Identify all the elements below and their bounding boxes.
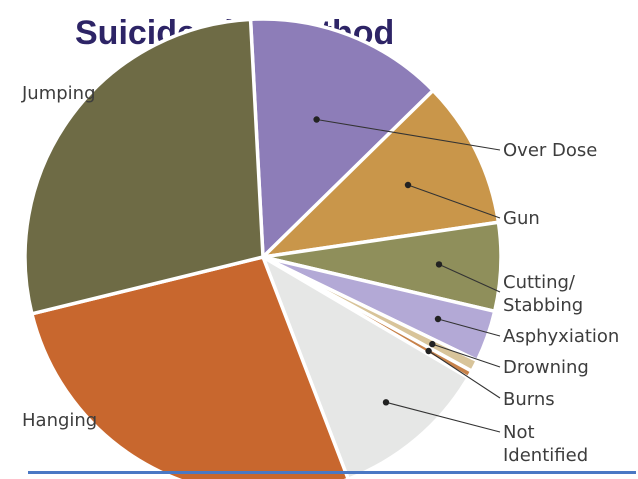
label-asphyxiation: Asphyxiation <box>503 326 619 347</box>
slice-over-dose <box>248 17 435 259</box>
label-hanging: Hanging <box>22 410 97 431</box>
leader-over-dose <box>316 118 501 151</box>
leader-asphyxiation-dot <box>434 315 442 323</box>
leader-drowning-dot <box>429 340 436 348</box>
leader-not-identified-dot <box>382 399 390 406</box>
leader-not-identified <box>385 401 501 433</box>
label-gun: Gun <box>503 208 540 229</box>
pie-slices <box>23 17 503 479</box>
slice-gun <box>261 88 501 259</box>
label-burns: Burns <box>503 389 555 410</box>
label-cutting-line1: Cutting/ <box>503 272 576 293</box>
slice-jumping <box>23 17 265 316</box>
label-jumping: Jumping <box>21 83 96 104</box>
leader-burns <box>428 350 501 399</box>
leader-cutting <box>438 263 501 293</box>
label-cutting-line2: Stabbing <box>503 295 583 316</box>
label-drowning: Drowning <box>503 357 589 378</box>
leader-gun <box>407 184 501 219</box>
leader-drowning <box>432 343 501 368</box>
leader-burns-dot <box>425 347 432 355</box>
label-not-identified-line2: Identified <box>503 445 588 466</box>
leader-asphyxiation <box>437 318 501 337</box>
bottom-rule <box>28 471 636 474</box>
slice-hanging <box>30 255 351 479</box>
leader-over-dose-dot <box>313 116 320 123</box>
label-over-dose: Over Dose <box>503 140 597 161</box>
leader-cutting-dot <box>435 261 443 268</box>
slice-not-identified <box>261 255 470 479</box>
leader-gun-dot <box>404 181 412 189</box>
label-not-identified-line1: Not <box>503 422 535 443</box>
label-leaders <box>313 116 501 433</box>
